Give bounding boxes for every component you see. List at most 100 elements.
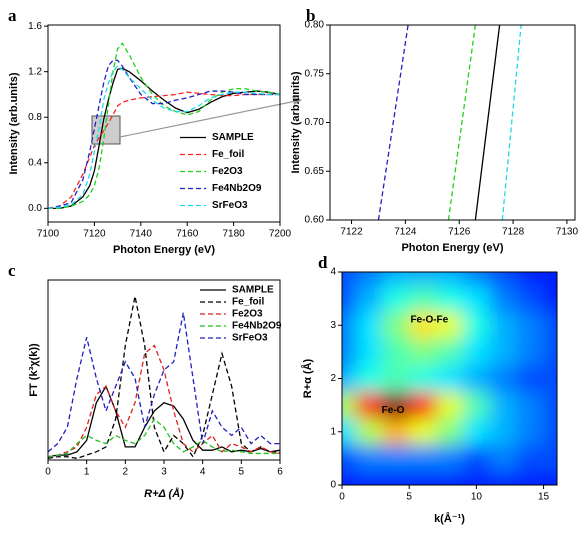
series-line <box>48 65 280 209</box>
y-tick-label: 0.70 <box>305 117 325 128</box>
y-tick-label: 0.60 <box>305 215 325 226</box>
heatmap-cell <box>489 338 517 366</box>
heatmap-cell <box>436 445 463 472</box>
panel-letter: d <box>318 253 328 272</box>
legend-label: SrFeO3 <box>232 333 268 344</box>
heatmap-cell <box>489 391 517 419</box>
heatmap-cell <box>436 311 463 339</box>
y-tick-label: 4 <box>330 267 336 278</box>
heatmap-cell <box>543 445 557 472</box>
series-line <box>474 25 501 220</box>
legend-label: Fe2O3 <box>212 166 243 177</box>
x-tick-label: 10 <box>471 492 483 503</box>
heatmap-cell <box>516 445 544 472</box>
heatmap-cell <box>382 391 410 419</box>
series-line <box>377 25 409 220</box>
heatmap-cell <box>543 338 557 366</box>
heatmap-cell <box>543 311 557 339</box>
heatmap-cell <box>489 445 517 472</box>
heatmap-cell <box>516 365 544 392</box>
y-tick-label: 2 <box>330 373 336 384</box>
plot-area <box>342 272 557 485</box>
heatmap-cell <box>543 471 557 485</box>
heatmap-cell <box>516 391 544 419</box>
heatmap-cell <box>409 445 437 472</box>
x-axis-label: R+Δ (Å) <box>144 487 184 500</box>
heatmap-cell <box>436 391 463 419</box>
x-tick-label: 7100 <box>37 229 60 240</box>
heatmap-cell <box>516 285 544 312</box>
x-tick-label: 7128 <box>502 227 525 238</box>
plot-area <box>377 25 522 220</box>
heatmap-cell <box>409 391 437 419</box>
heatmap-cell <box>355 285 383 312</box>
series-line <box>48 67 280 209</box>
heatmap-cell <box>489 418 517 446</box>
heatmap-cell <box>436 338 463 366</box>
heatmap-cell <box>516 272 544 286</box>
y-tick-label: 0.75 <box>305 68 325 79</box>
y-tick-label: 1 <box>330 426 336 437</box>
y-tick-label: 0.4 <box>28 157 42 168</box>
heatmap-cell <box>462 471 490 485</box>
heatmap-cell <box>436 471 463 485</box>
legend-label: SrFeO3 <box>212 200 248 211</box>
y-tick-label: 0.80 <box>305 20 325 31</box>
heatmap-cell <box>516 338 544 366</box>
y-tick-label: 0.0 <box>28 203 42 214</box>
heatmap-cell <box>342 272 356 286</box>
heatmap-cell <box>342 285 356 312</box>
x-tick-label: 6 <box>277 467 283 478</box>
heatmap-cell <box>342 391 356 419</box>
x-tick-label: 7120 <box>83 229 106 240</box>
heatmap-cells <box>342 272 557 485</box>
heatmap-cell <box>462 285 490 312</box>
y-tick-label: 0.65 <box>305 166 325 177</box>
x-tick-label: 7130 <box>556 227 579 238</box>
plot-frame <box>47 24 281 223</box>
heatmap-cell <box>355 311 383 339</box>
heatmap-cell <box>462 391 490 419</box>
heatmap-cell <box>382 471 410 485</box>
heatmap-cell <box>489 272 517 286</box>
x-tick-label: 2 <box>123 467 129 478</box>
legend-label: Fe4Nb2O9 <box>232 321 282 332</box>
heatmap-cell <box>342 471 356 485</box>
zoom-arrow <box>119 100 297 138</box>
series-line <box>48 384 280 458</box>
legend-label: Fe_foil <box>232 297 264 308</box>
panel-letter: c <box>8 261 16 280</box>
y-tick-label: 0 <box>330 480 336 491</box>
heatmap-cell <box>436 272 463 286</box>
y-axis-label: R+α (Å) <box>301 358 314 398</box>
heatmap-cell <box>382 311 410 339</box>
heatmap-cell <box>543 365 557 392</box>
x-tick-label: 7122 <box>340 227 363 238</box>
heatmap-cell <box>409 338 437 366</box>
x-tick-label: 7140 <box>130 229 153 240</box>
heatmap-cell <box>342 365 356 392</box>
y-tick-label: 3 <box>330 320 336 331</box>
heatmap-cell <box>355 272 383 286</box>
heatmap-cell <box>355 471 383 485</box>
series-line <box>48 296 280 460</box>
heatmap-cell <box>382 285 410 312</box>
heatmap-cell <box>516 418 544 446</box>
heatmap-cell <box>355 418 383 446</box>
heatmap-cell <box>409 285 437 312</box>
y-axis-label: Intensity (arb.units) <box>290 71 302 173</box>
x-tick-label: 5 <box>239 467 245 478</box>
series-line <box>501 25 522 220</box>
y-axis-label: FT (k³χ(k)) <box>28 343 40 397</box>
heatmap-cell <box>516 311 544 339</box>
heatmap-cell <box>382 418 410 446</box>
heatmap-cell <box>462 445 490 472</box>
heatmap-cell <box>436 418 463 446</box>
legend-label: Fe4Nb2O9 <box>212 183 262 194</box>
series-line <box>48 312 280 453</box>
heatmap-cell <box>382 445 410 472</box>
x-tick-label: 4 <box>200 467 206 478</box>
series-line <box>48 42 280 209</box>
x-tick-label: 7124 <box>394 227 417 238</box>
